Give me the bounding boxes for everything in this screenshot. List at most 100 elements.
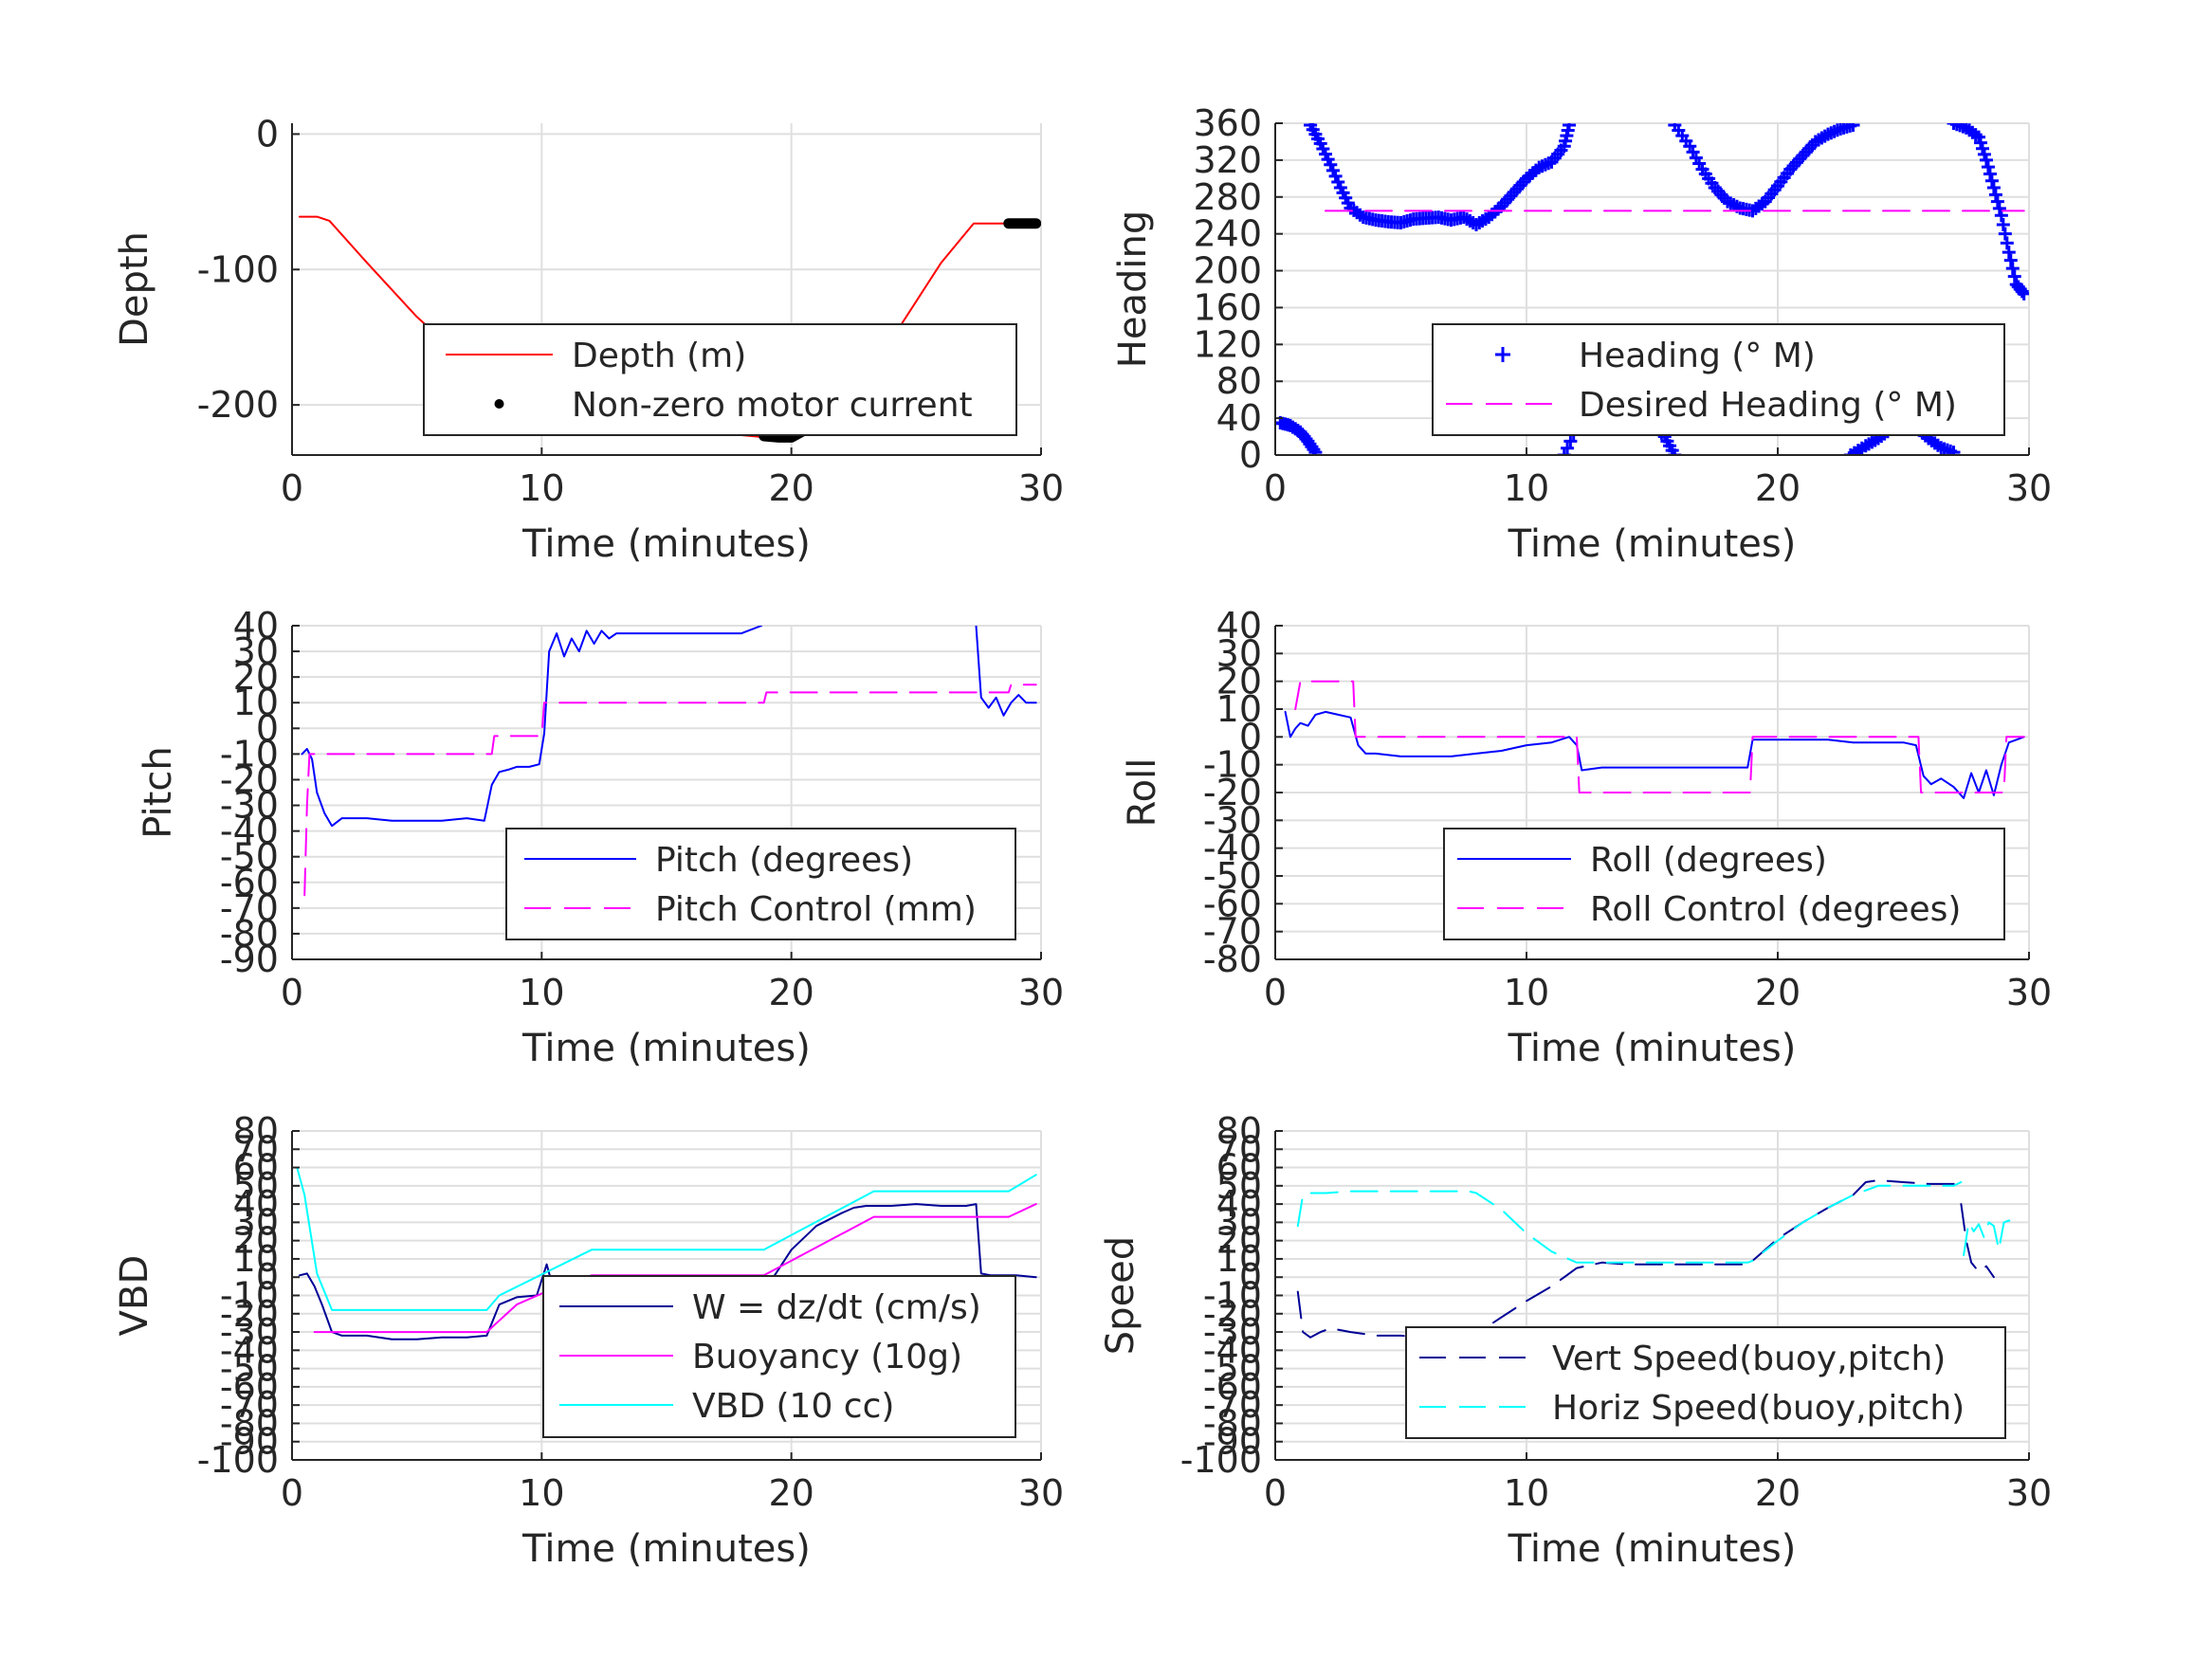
x-axis-label: Time (minutes) bbox=[1508, 1527, 1797, 1571]
heading-marker bbox=[1557, 448, 1571, 455]
y-tick-label: -100 bbox=[197, 248, 279, 290]
x-tick-label: 0 bbox=[1264, 467, 1287, 509]
x-axis-label: Time (minutes) bbox=[1508, 1027, 1797, 1070]
x-tick-label: 10 bbox=[1504, 1472, 1549, 1514]
legend-label: Desired Heading (° M) bbox=[1579, 386, 1957, 425]
x-tick-label: 30 bbox=[1018, 1472, 1064, 1514]
x-tick-label: 10 bbox=[519, 1472, 564, 1514]
y-tick-label: -20 bbox=[220, 1293, 279, 1335]
x-tick-label: 0 bbox=[281, 467, 303, 509]
y-tick-label: 10 bbox=[233, 1238, 279, 1280]
series-line bbox=[301, 626, 763, 828]
y-tick-label: -30 bbox=[1203, 1311, 1262, 1353]
y-tick-label: 0 bbox=[1239, 434, 1262, 476]
heading-marker bbox=[1981, 160, 1995, 174]
y-tick-label: 40 bbox=[1216, 605, 1262, 647]
y-axis-label: VBD bbox=[113, 1255, 156, 1337]
y-tick-label: -90 bbox=[1203, 1421, 1262, 1463]
y-tick-label: -50 bbox=[1203, 1348, 1262, 1390]
heading-marker bbox=[2000, 236, 2014, 250]
y-tick-label: -100 bbox=[197, 1439, 279, 1481]
y-tick-label: -70 bbox=[220, 887, 279, 929]
y-tick-label: 80 bbox=[233, 1110, 279, 1152]
x-tick-label: 30 bbox=[2006, 1472, 2052, 1514]
series-pitch-1 bbox=[303, 684, 1037, 897]
heading-marker bbox=[1998, 227, 2012, 241]
legend-swatch bbox=[494, 399, 504, 409]
series-line bbox=[1296, 1181, 1963, 1264]
heading-marker bbox=[1561, 441, 1575, 455]
heading-marker bbox=[2005, 262, 2020, 276]
legend-box bbox=[1432, 323, 2005, 436]
y-tick-label: 70 bbox=[233, 1128, 279, 1170]
y-tick-label: -60 bbox=[1203, 883, 1262, 924]
y-tick-label: 20 bbox=[233, 1220, 279, 1262]
legend-label: Depth (m) bbox=[572, 337, 746, 375]
legend: Vert Speed(buoy,pitch) Horiz Speed(buoy,p… bbox=[1405, 1326, 2006, 1439]
legend-box bbox=[1405, 1326, 2006, 1439]
heading-marker bbox=[1990, 194, 2004, 209]
y-tick-label: 30 bbox=[233, 630, 279, 672]
chart-depth: 0 10 20 30 0 -100 -200 Time (minutes) Depth Depth… bbox=[113, 113, 1064, 566]
x-tick-label: 20 bbox=[1755, 1472, 1801, 1514]
y-tick-label: 30 bbox=[1216, 1201, 1262, 1243]
y-tick-label: -10 bbox=[220, 733, 279, 775]
x-tick-label: 20 bbox=[768, 467, 814, 509]
legend-label: Horiz Speed(buoy,pitch) bbox=[1552, 1389, 1965, 1428]
y-tick-label: 60 bbox=[1216, 1147, 1262, 1189]
y-tick-label: 70 bbox=[1216, 1128, 1262, 1170]
y-tick-label: 20 bbox=[1216, 661, 1262, 702]
y-tick-label: -40 bbox=[220, 811, 279, 852]
x-tick-label: 30 bbox=[2006, 972, 2052, 1013]
x-tick-label: 20 bbox=[1755, 972, 1801, 1013]
y-tick-label: -30 bbox=[1203, 799, 1262, 841]
plot-area bbox=[1296, 1176, 2016, 1339]
y-tick-label: -20 bbox=[220, 758, 279, 800]
y-tick-label: 0 bbox=[1239, 716, 1262, 757]
x-tick-label: 30 bbox=[1018, 972, 1064, 1013]
x-axis-label: Time (minutes) bbox=[521, 1027, 811, 1070]
heading-marker bbox=[2007, 269, 2021, 283]
legend-label: Pitch (degrees) bbox=[655, 841, 913, 880]
y-tick-label: -90 bbox=[220, 939, 279, 980]
series-line bbox=[296, 1166, 1037, 1311]
y-tick-label: 10 bbox=[1216, 1238, 1262, 1280]
legend-box bbox=[505, 828, 1016, 940]
heading-marker bbox=[1947, 123, 1961, 130]
y-tick-label: 80 bbox=[1216, 1110, 1262, 1152]
y-tick-label: -80 bbox=[220, 913, 279, 955]
heading-marker bbox=[1979, 153, 1993, 167]
x-tick-label: 10 bbox=[519, 467, 564, 509]
series-line bbox=[1963, 1219, 2016, 1257]
legend-label: Non-zero motor current bbox=[572, 386, 973, 425]
y-tick-label: -10 bbox=[220, 1275, 279, 1317]
series-line bbox=[975, 626, 1037, 717]
y-tick-label: -30 bbox=[220, 1311, 279, 1353]
y-tick-label: 40 bbox=[1216, 1183, 1262, 1225]
y-axis-label: Depth bbox=[113, 231, 156, 347]
legend: Heading (° M) Desired Heading (° M) bbox=[1432, 323, 2005, 436]
legend-label: W = dz/dt (cm/s) bbox=[692, 1288, 981, 1327]
heading-marker bbox=[1986, 181, 2001, 195]
y-axis-label: Pitch bbox=[137, 746, 180, 838]
x-tick-label: 20 bbox=[768, 1472, 814, 1514]
chart-pitch: 0 10 20 30-90-80-70-60-50-40-30-20-10010203… bbox=[137, 605, 1064, 1070]
heading-marker bbox=[1308, 446, 1323, 455]
series-line bbox=[1296, 1176, 1963, 1339]
heading-marker bbox=[1843, 448, 1857, 455]
series-line bbox=[1284, 710, 2025, 799]
y-tick-label: -40 bbox=[220, 1329, 279, 1371]
y-tick-label: 0 bbox=[1239, 1256, 1262, 1298]
legend-swatch bbox=[1495, 347, 1510, 362]
y-tick-label: -20 bbox=[1203, 1293, 1262, 1335]
y-tick-label: -50 bbox=[220, 1348, 279, 1390]
y-tick-label: -20 bbox=[1203, 772, 1262, 813]
y-tick-label: 50 bbox=[1216, 1165, 1262, 1207]
x-axis-label: Time (minutes) bbox=[521, 1527, 811, 1571]
x-axis-label: Time (minutes) bbox=[1508, 522, 1797, 566]
grid-lines bbox=[1274, 1130, 2030, 1461]
y-tick-label: -40 bbox=[1203, 1329, 1262, 1371]
chart-speed: 0 10 20 30-100-90-80-70-60-50-40-30-20-1001… bbox=[1099, 1110, 2052, 1571]
